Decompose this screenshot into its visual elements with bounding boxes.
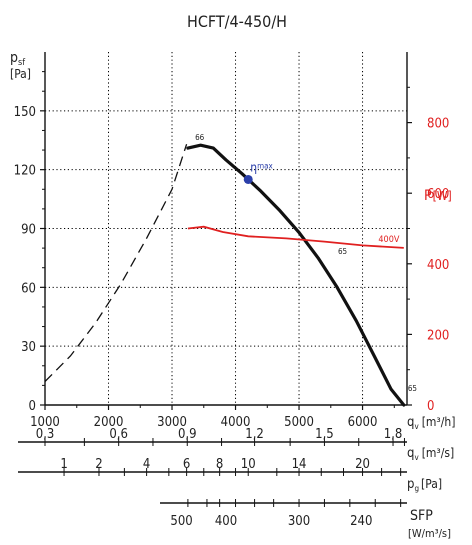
scale-label-sfp-2: 300 — [288, 514, 310, 529]
scale-label-qv_m3s-0: 0,3 — [36, 427, 55, 442]
qv-m3s-label-unit: [m³/s] — [422, 446, 455, 460]
x-label-sub: v — [414, 422, 419, 431]
scale-label-qv_m3s-1: 0,6 — [109, 427, 128, 442]
y-left-axis-label: psf — [10, 50, 25, 68]
y-left-label-sub: sf — [18, 58, 25, 68]
annotations: 66 65 65 400V ηmax — [195, 133, 417, 393]
y-right-tick-label-0: 0 — [427, 399, 434, 414]
scale-label-qv_m3s-5: 1,8 — [384, 427, 403, 442]
scale-label-pg-2: 4 — [143, 457, 150, 472]
y-left-tick-label-0: 0 — [29, 399, 36, 414]
grid — [44, 52, 407, 406]
curves — [44, 143, 406, 407]
pg-label-sub: g — [414, 484, 419, 493]
y-right-tick-label-2: 400 — [427, 258, 449, 273]
x-tick-label-5: 6000 — [348, 415, 378, 430]
pressure-curve-unstable — [44, 143, 188, 382]
y-left-tick-label-3: 90 — [21, 223, 36, 238]
x-tick-label-1: 2000 — [94, 415, 124, 430]
scale-label-sfp-3: 240 — [350, 514, 372, 529]
y-right-label-main: P — [424, 188, 432, 204]
y-right-tick-label-4: 800 — [427, 117, 449, 132]
x-axis-ticks: 1000 2000 3000 4000 5000 6000 — [30, 405, 395, 430]
x-tick-label-3: 4000 — [221, 415, 251, 430]
sfp-unit: [W/m³/s] — [408, 527, 451, 540]
efficiency-label-2: 65 — [408, 384, 417, 393]
scale-label-pg-5: 10 — [241, 457, 256, 472]
scale-label-pg-3: 6 — [183, 457, 190, 472]
y-left-tick-label-2: 60 — [21, 281, 36, 296]
chart-title: HCFT/4-450/H — [187, 12, 287, 31]
qv-m3s-label: qv [m³/s] — [407, 446, 454, 462]
x-tick-label-4: 5000 — [284, 415, 314, 430]
qv-m3s-label-sub: v — [414, 453, 419, 462]
y-left-label-main: p — [10, 50, 18, 66]
y-right-tick-label-3: 600 — [427, 187, 449, 202]
sfp-label: SFP — [410, 508, 433, 524]
y-left-tick-label-1: 30 — [21, 340, 36, 355]
scale-label-sfp-0: 500 — [170, 514, 192, 529]
pg-label-unit: [Pa] — [421, 477, 442, 491]
eta-max-point — [243, 174, 253, 184]
scale-label-qv_m3s-2: 0,9 — [178, 427, 197, 442]
scale-label-qv_m3s-4: 1,5 — [315, 427, 334, 442]
power-curve — [187, 225, 404, 249]
pressure-curve-stable — [186, 143, 406, 407]
efficiency-label-1: 65 — [338, 247, 347, 256]
efficiency-label-0: 66 — [195, 133, 205, 142]
pg-label: pg [Pa] — [407, 477, 442, 493]
scale-label-qv_m3s-3: 1,2 — [245, 427, 264, 442]
y-right-axis-label: P[W] — [424, 188, 452, 204]
scale-label-pg-6: 14 — [292, 457, 307, 472]
x-axis-label: qv [m³/h] — [407, 415, 455, 431]
x-label-unit: [m³/h] — [422, 415, 456, 429]
eta-max-label: ηmax — [250, 160, 273, 174]
pg-label-main: p — [407, 477, 414, 492]
scale-label-pg-4: 8 — [216, 457, 223, 472]
y-left-tick-label-5: 150 — [14, 105, 36, 120]
scale-label-pg-1: 2 — [95, 457, 102, 472]
qv-m3s-label-main: q — [407, 446, 414, 461]
left-axis-ticks: 0 30 60 90 120 150 — [14, 71, 45, 414]
y-right-label-unit: [W] — [433, 189, 452, 203]
x-tick-label-0: 1000 — [30, 415, 60, 430]
secondary-scales: 0,3 0,6 0,9 1,2 1,5 1,8 1 2 4 6 8 10 14 20 500 400 300 24… — [18, 427, 407, 529]
power-series-label: 400V — [378, 235, 399, 245]
x-tick-label-2: 3000 — [157, 415, 187, 430]
y-left-tick-label-4: 120 — [14, 164, 36, 179]
scale-label-pg-7: 20 — [355, 457, 370, 472]
y-left-axis-unit: [Pa] — [10, 67, 31, 81]
y-right-tick-label-1: 200 — [427, 328, 449, 343]
right-axis-ticks: 0 200 400 600 800 — [407, 86, 449, 414]
scale-label-pg-0: 1 — [60, 457, 67, 472]
x-label-main: q — [407, 415, 414, 430]
scale-label-sfp-1: 400 — [215, 514, 237, 529]
